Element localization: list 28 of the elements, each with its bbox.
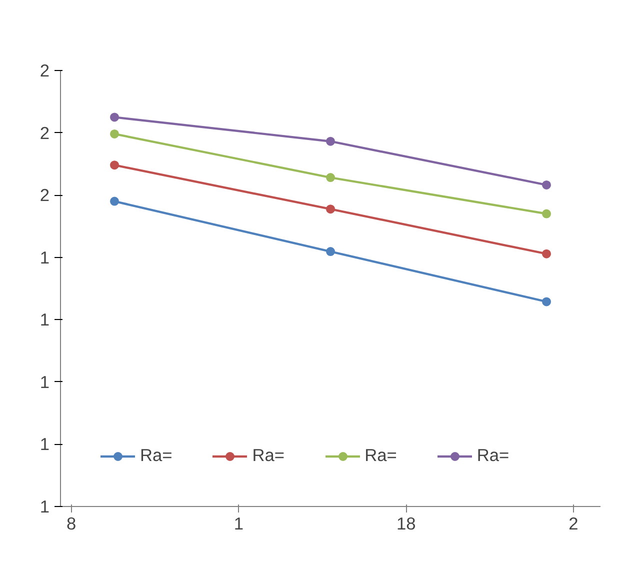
point (110, 129, 119, 138)
text: 2 (40, 122, 50, 143)
point (326, 173, 335, 182)
text: 8 (66, 514, 76, 534)
point (542, 209, 551, 218)
point (326, 204, 335, 214)
legend-label: Ra= (252, 445, 285, 466)
point (542, 180, 551, 190)
text: 18 (396, 514, 416, 534)
point (326, 247, 335, 256)
point (110, 196, 119, 206)
legend-label: Ra= (364, 445, 397, 466)
point (542, 297, 551, 306)
text: 1 (40, 434, 50, 454)
text: 1 (40, 496, 50, 516)
legend-label: Ra= (140, 445, 172, 466)
point (110, 112, 119, 122)
point (326, 136, 335, 146)
point (542, 249, 551, 258)
text: 2 (40, 60, 50, 80)
text: 2 (568, 514, 578, 534)
text: 2 (40, 185, 50, 206)
text: 1 (40, 247, 50, 268)
point (110, 160, 119, 170)
text: 1 (40, 310, 50, 330)
text: 1 (234, 514, 244, 534)
legend-label: Ra= (476, 445, 510, 466)
text: 1 (40, 372, 50, 392)
